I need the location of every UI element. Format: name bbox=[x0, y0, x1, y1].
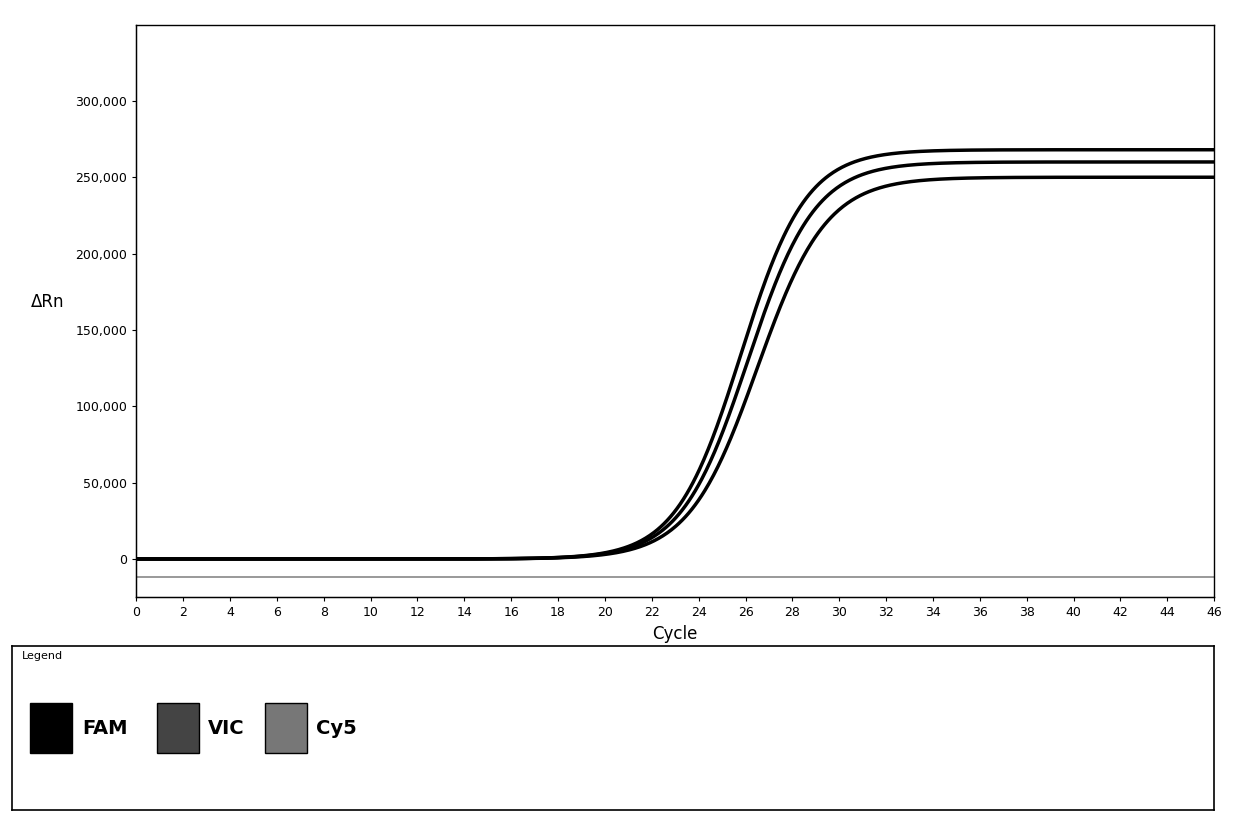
FancyBboxPatch shape bbox=[265, 703, 307, 753]
Text: FAM: FAM bbox=[82, 718, 128, 738]
Text: VIC: VIC bbox=[208, 718, 245, 738]
X-axis label: Cycle: Cycle bbox=[653, 625, 698, 643]
Text: Cy5: Cy5 bbox=[316, 718, 357, 738]
FancyBboxPatch shape bbox=[31, 703, 72, 753]
Y-axis label: ΔRn: ΔRn bbox=[31, 293, 64, 311]
FancyBboxPatch shape bbox=[156, 703, 198, 753]
Text: Legend: Legend bbox=[22, 651, 63, 661]
